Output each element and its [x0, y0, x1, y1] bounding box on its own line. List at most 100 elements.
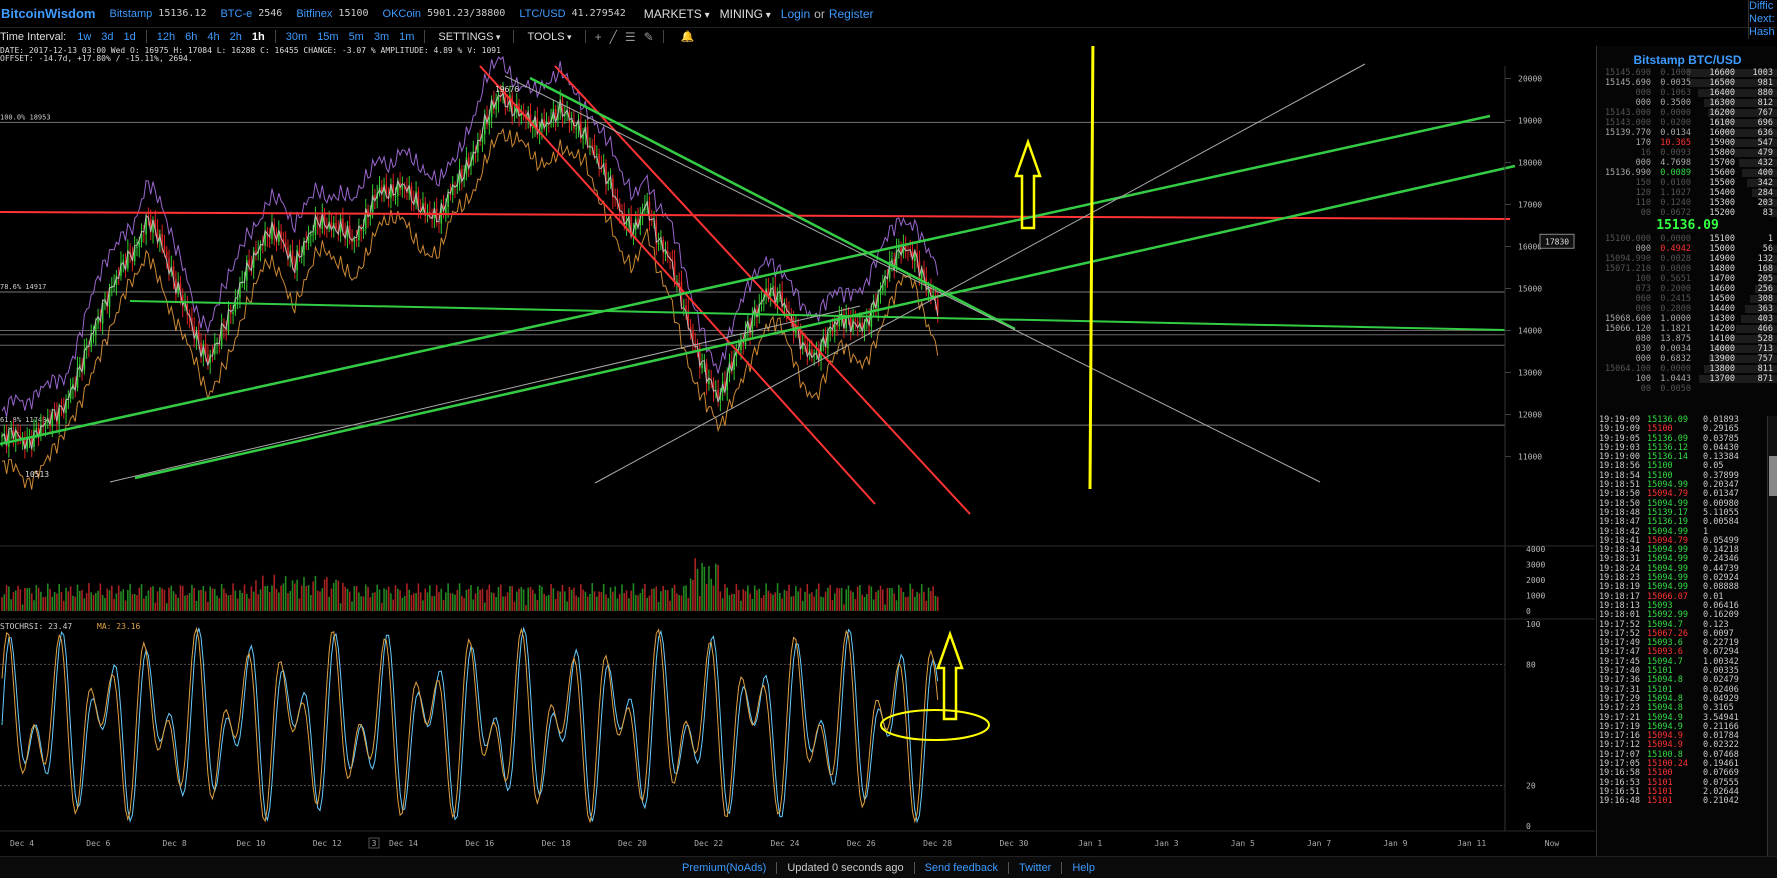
- volume-bar: [856, 586, 859, 611]
- yellow-vertical-line: [1088, 46, 1095, 490]
- volume-bar: [1, 597, 3, 611]
- candle-body: [202, 343, 205, 356]
- volume-bar: [113, 598, 115, 611]
- depth-cumulative: 812: [1757, 98, 1773, 108]
- brand-logo[interactable]: BitcoinWisdom: [1, 6, 96, 21]
- orderbook-row: 100 1.0443 13700 871: [1597, 374, 1777, 384]
- candle-body: [154, 219, 157, 230]
- volume-bar: [380, 602, 383, 611]
- trade-price: 15101: [1647, 786, 1673, 797]
- markets-menu[interactable]: MARKETS: [644, 7, 710, 21]
- crosshair-icon[interactable]: +: [594, 29, 602, 44]
- candle-body: [566, 111, 568, 115]
- interval-1m[interactable]: 1m: [399, 30, 415, 43]
- volume-bar: [271, 585, 273, 611]
- volume-bar: [403, 595, 406, 611]
- x-tick-label: Dec 8: [163, 839, 187, 848]
- trade-time: 19:17:45: [1599, 656, 1640, 667]
- exchange-ticker[interactable]: BTC-e 2546: [220, 8, 282, 20]
- interval-4h[interactable]: 4h: [207, 30, 220, 43]
- divider: [1061, 861, 1063, 874]
- depth-cumulative: 713: [1757, 344, 1773, 354]
- candle-body: [774, 286, 777, 304]
- volume-bar: [262, 575, 264, 611]
- depth-cumulative: 83: [1762, 208, 1773, 218]
- trade-price: 15094.99: [1647, 563, 1688, 574]
- order-price: 150: [1635, 178, 1651, 188]
- settings-dropdown[interactable]: SETTINGS: [438, 31, 500, 43]
- trades-scrollbar[interactable]: [1767, 416, 1777, 856]
- orderbook-row: 15068.600 1.0000 14300 403: [1597, 314, 1777, 324]
- interval-30m[interactable]: 30m: [285, 30, 308, 43]
- order-price: 000: [1635, 304, 1651, 314]
- volume-bar: [504, 596, 507, 611]
- mining-menu[interactable]: MINING: [720, 7, 771, 21]
- gray-trend-line: [594, 63, 1366, 484]
- interval-12h[interactable]: 12h: [156, 30, 176, 43]
- volume-bar: [124, 600, 127, 611]
- orderbook-row: 00 0.0050: [1597, 384, 1777, 394]
- volume-bar: [438, 592, 440, 611]
- order-price: 060: [1635, 294, 1651, 304]
- pencil-icon[interactable]: ✎: [643, 29, 654, 44]
- interval-5m[interactable]: 5m: [348, 30, 364, 43]
- candle-body: [385, 184, 388, 196]
- login-link[interactable]: Login: [780, 6, 811, 21]
- depth-bar: [1745, 305, 1777, 313]
- depth-cumulative: 403: [1757, 314, 1773, 324]
- volume-bar: [236, 598, 239, 611]
- volume-bar: [609, 587, 612, 611]
- candle-body: [593, 144, 596, 155]
- help-link[interactable]: Help: [1072, 861, 1095, 874]
- send-feedback-link[interactable]: Send feedback: [924, 861, 998, 874]
- interval-3m[interactable]: 3m: [373, 30, 390, 43]
- interval-1h[interactable]: 1h: [251, 30, 265, 43]
- volume-bar: [209, 586, 211, 611]
- trade-amount: 0.07468: [1703, 749, 1739, 760]
- horizontal-lines-icon[interactable]: ☰: [624, 29, 636, 44]
- volume-bar: [614, 586, 616, 611]
- exchange-ticker[interactable]: OKCoin 5901.23/38800: [383, 8, 506, 20]
- interval-1w[interactable]: 1w: [77, 30, 92, 43]
- volume-bar: [518, 588, 520, 611]
- volume-bar: [163, 589, 166, 611]
- interval-3d[interactable]: 3d: [101, 30, 114, 43]
- volume-bar: [275, 588, 278, 611]
- interval-2h[interactable]: 2h: [229, 30, 242, 43]
- bell-icon[interactable]: 🔔: [680, 31, 695, 43]
- depth-bar: [1746, 179, 1777, 187]
- scrollbar-thumb[interactable]: [1769, 456, 1777, 496]
- orderbook-row: 15143.000 0.0000 16200 767: [1597, 108, 1777, 118]
- candle-body: [65, 399, 67, 414]
- exchange-ticker[interactable]: LTC/USD 41.279542: [519, 8, 625, 20]
- interval-15m[interactable]: 15m: [317, 30, 339, 43]
- candle-body: [902, 245, 905, 254]
- interval-6h[interactable]: 6h: [185, 30, 198, 43]
- volume-bar: [522, 589, 525, 611]
- trade-row: 19:16:48 15101 0.21042: [1597, 796, 1767, 806]
- candle-body: [447, 194, 449, 208]
- exchange-ticker[interactable]: Bitfinex 15100: [296, 8, 368, 20]
- candle-body: [493, 101, 495, 110]
- volume-bar: [531, 589, 534, 611]
- trade-price: 15136.12: [1647, 442, 1688, 453]
- volume-bar: [891, 588, 893, 611]
- order-price: 15143.000: [1604, 118, 1651, 128]
- register-link[interactable]: Register: [828, 6, 874, 21]
- order-amount: 0.0035: [1660, 78, 1691, 88]
- candle-body: [33, 429, 35, 448]
- orderbook-row: 15064.100 0.0000 13800 811: [1597, 364, 1777, 374]
- volume-bar: [511, 586, 513, 611]
- draw-line-icon[interactable]: ╱: [609, 29, 617, 44]
- order-amount: 1.0443: [1660, 374, 1691, 384]
- exchange-ticker[interactable]: Bitstamp 15136.12: [110, 8, 207, 20]
- twitter-link[interactable]: Twitter: [1018, 861, 1052, 874]
- interval-1d[interactable]: 1d: [123, 30, 136, 43]
- volume-bar: [554, 598, 557, 611]
- order-amount: 0.0134: [1660, 128, 1691, 138]
- tools-dropdown[interactable]: TOOLS: [527, 31, 571, 43]
- premium-link[interactable]: Premium(NoAds): [682, 861, 767, 874]
- volume-bar: [232, 583, 234, 611]
- candle-body: [831, 329, 834, 333]
